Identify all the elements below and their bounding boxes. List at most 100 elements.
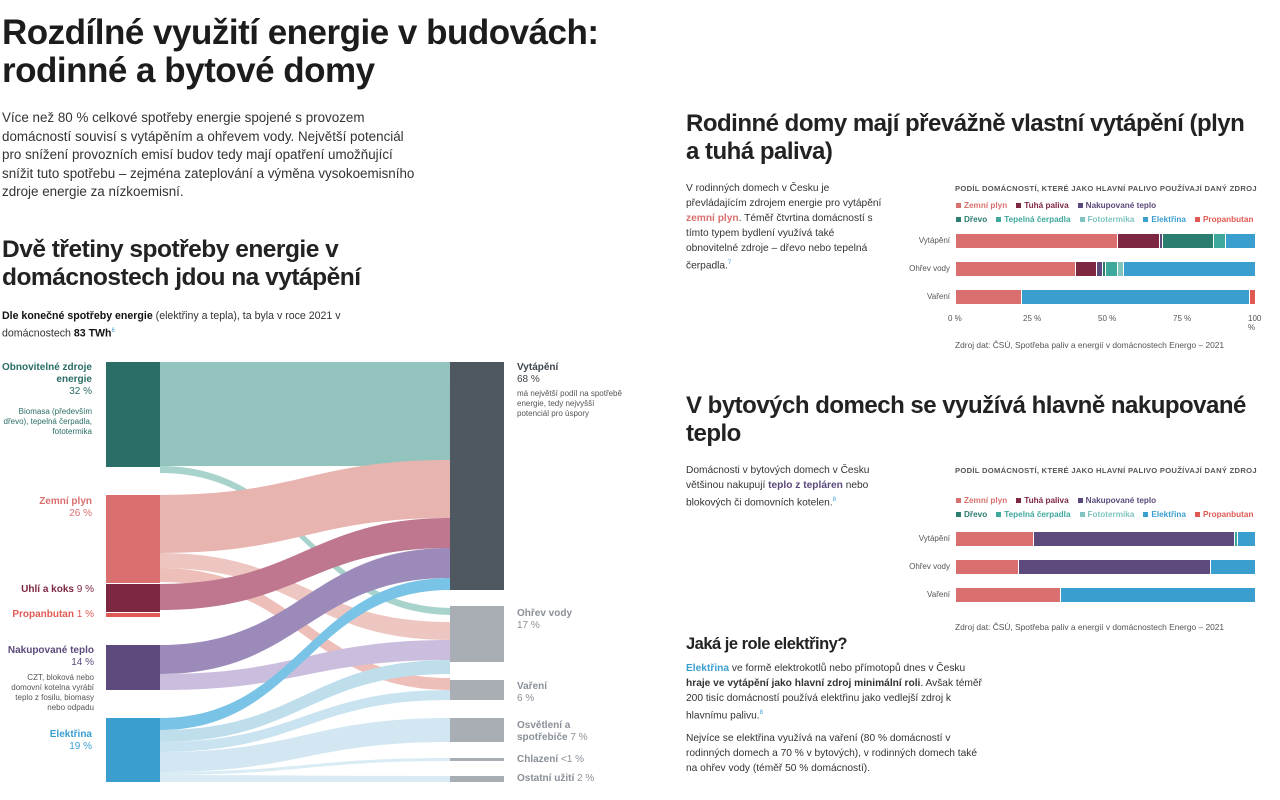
legend-item: Zemní plyn (956, 199, 1007, 213)
source-label-electricity: Elektřina 19 % (49, 729, 92, 752)
legend-swatch (1143, 512, 1149, 518)
legend-swatch (956, 217, 961, 223)
legend-swatch (956, 498, 961, 504)
page-title: Rozdílné využití energie v budovách: rod… (2, 13, 599, 90)
section-title-electricity-role: Jaká je role elektřiny? (686, 635, 847, 653)
target-label-cooking: Vaření 6 % (517, 681, 548, 704)
node-coal (106, 584, 160, 612)
electricity-paragraph-2: Nejvíce se elektřina využívá na vaření (… (686, 733, 978, 774)
legend-label: Tuhá paliva (1024, 496, 1069, 505)
flow-electricity-appliances (160, 718, 450, 772)
bar-segment (956, 234, 1118, 248)
legend-swatch (1016, 498, 1022, 504)
node-cooling (450, 758, 504, 761)
legend-item: Fototermika (1079, 508, 1135, 522)
chart1-legend: Zemní plyn Tuhá paliva Nakupované teplo Dře… (956, 199, 1276, 227)
node-appliances (450, 718, 504, 742)
chart2-heading: PODÍL DOMÁCNOSTÍ, KTERÉ JAKO HLAVNÍ PALI… (955, 466, 1257, 475)
legend-swatch (1016, 203, 1022, 209)
node-heating (450, 362, 504, 590)
legend-item: Elektřina (1143, 508, 1186, 522)
category-label: Vytápění (918, 534, 950, 543)
legend-swatch (956, 203, 961, 209)
bar-segment (1238, 532, 1256, 546)
source-label-renewables: Obnovitelné zdroje energie 32 % Biomasa … (1, 362, 92, 436)
category-label: Vytápění (918, 236, 950, 245)
target-label-water: Ohřev vody 17 % (517, 608, 573, 631)
legend-swatch (996, 512, 1002, 518)
legend-label: Tepelná čerpadla (1004, 510, 1071, 519)
legend-label: Tuhá paliva (1024, 201, 1069, 210)
legend-item: Fototermika (1079, 213, 1135, 227)
legend-item: Dřevo (956, 213, 987, 227)
bar-segment (956, 560, 1019, 574)
legend-item: Nakupované teplo (1077, 199, 1156, 213)
sankey-flows (160, 362, 450, 782)
sankey-note-text: (elektřiny a tepla), ta byla v roce 2021… (2, 310, 341, 340)
target-label-other: Ostatní užití 2 % (517, 773, 595, 784)
legend-label: Propanbutan (1202, 510, 1254, 519)
bar-segment (1118, 262, 1124, 276)
legend-label: Propanbutan (1202, 215, 1254, 224)
bar-segment (956, 532, 1034, 546)
category-label: Vaření (927, 292, 950, 301)
bar-segment (1076, 262, 1097, 276)
bar-segment (1019, 560, 1211, 574)
flow-electricity-cooking (160, 690, 450, 752)
legend-swatch (1079, 217, 1085, 223)
x-tick-label: 75 % (1173, 314, 1192, 323)
legend-item: Tuhá paliva (1016, 494, 1069, 508)
intro-paragraph: Více než 80 % celkové spotřeby energie s… (2, 110, 415, 199)
legend-item: Elektřina (1143, 213, 1186, 227)
bar-segment (956, 588, 1061, 602)
legend-label: Zemní plyn (964, 496, 1008, 505)
bar-segment (1226, 234, 1256, 248)
flow-renewables-heating (160, 362, 450, 466)
legend-item: Tepelná čerpadla (996, 508, 1071, 522)
stacked-bar (956, 262, 1256, 276)
legend-label: Elektřina (1151, 510, 1186, 519)
stacked-bar (956, 234, 1256, 248)
bar-segment (1061, 588, 1256, 602)
bar-segment (1118, 234, 1160, 248)
node-other (450, 776, 504, 782)
stacked-bar (956, 588, 1256, 602)
bar-segment (1160, 234, 1163, 248)
legend-label: Dřevo (964, 510, 988, 519)
section-title-family-houses: Rodinné domy mají převážně vlastní vytáp… (686, 110, 1245, 165)
legend-swatch (1194, 217, 1200, 223)
flow-coal-heating (160, 518, 450, 610)
legend-item: Zemní plyn (956, 494, 1007, 508)
bar-segment (1022, 290, 1250, 304)
source-label-coal: Uhlí a koks 9 % (21, 584, 94, 595)
chart2-source: Zdroj dat: ČSÚ, Spotřeba paliv a energií… (955, 622, 1225, 632)
bar-segment (1097, 262, 1103, 276)
legend-label: Fototermika (1087, 510, 1135, 519)
node-cooking (450, 680, 504, 700)
bar-segment (956, 262, 1076, 276)
legend-label: Elektřina (1151, 215, 1186, 224)
flow-electricity-cooling (160, 758, 450, 775)
target-label-heating: Vytápění 68 % má největší podíl na spotř… (517, 362, 622, 418)
node-purchased-heat (106, 645, 160, 690)
bar-segment (1235, 532, 1238, 546)
legend-label: Nakupované teplo (1085, 496, 1157, 505)
bar-segment (956, 290, 1022, 304)
apartment-buildings-text: Domácnosti v bytových domech v Česku vět… (686, 465, 870, 509)
flow-heat-heating (160, 548, 450, 674)
target-label-appliances: Osvětlení a spotřebiče 7 % (517, 720, 588, 743)
legend-item: Propanbutan (1194, 508, 1254, 522)
legend-label: Fototermika (1087, 215, 1135, 224)
bar-segment (1163, 234, 1214, 248)
legend-label: Dřevo (964, 215, 988, 224)
legend-swatch (956, 512, 961, 518)
legend-item: Tepelná čerpadla (996, 213, 1071, 227)
legend-label: Zemní plyn (964, 201, 1008, 210)
x-tick-label: 50 % (1098, 314, 1117, 323)
legend-item: Dřevo (956, 508, 987, 522)
stacked-bar (956, 532, 1256, 546)
node-water (450, 606, 504, 662)
bar-segment (1106, 262, 1118, 276)
flow-electricity-heating (160, 578, 450, 730)
x-tick-label: 25 % (1023, 314, 1042, 323)
